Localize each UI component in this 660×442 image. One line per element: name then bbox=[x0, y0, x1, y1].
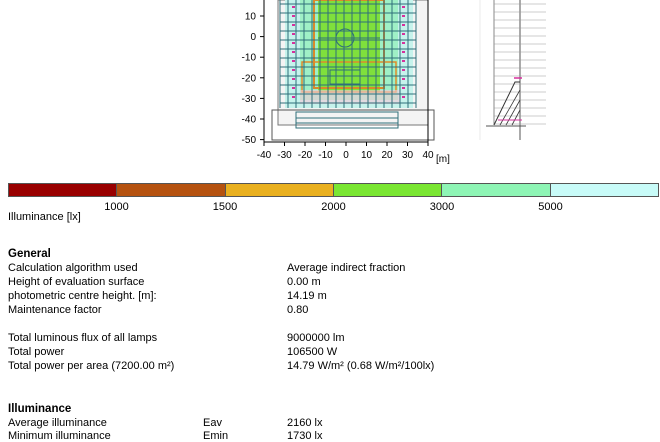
illuminance-label-minimum: Minimum illuminance bbox=[8, 430, 111, 442]
x-tick-label: -20 bbox=[298, 150, 313, 161]
illuminance-symbol-average: Eav bbox=[203, 417, 222, 429]
x-axis-unit: [m] bbox=[436, 154, 450, 165]
side-view-drawing bbox=[479, 0, 546, 140]
legend-tick-label: 1500 bbox=[212, 201, 238, 213]
general-value-flux: 9000000 lm bbox=[287, 332, 345, 344]
legend-color-segment bbox=[550, 184, 658, 196]
x-tick-label: 10 bbox=[361, 150, 373, 161]
x-axis-ticks: -40 -30 -20 -10 0 10 20 30 40 bbox=[257, 142, 434, 161]
general-value-power: 106500 W bbox=[287, 346, 338, 358]
x-tick-label: 20 bbox=[381, 150, 393, 161]
x-tick-label: 30 bbox=[402, 150, 414, 161]
x-tick-label: -30 bbox=[277, 150, 292, 161]
general-value-centre-height: 14.19 m bbox=[287, 290, 327, 302]
general-label-algorithm: Calculation algorithm used bbox=[8, 262, 138, 274]
legend-color-segment bbox=[9, 184, 118, 196]
illuminance-symbol-minimum: Emin bbox=[203, 430, 229, 442]
x-tick-label: -40 bbox=[257, 150, 272, 161]
legend-color-segment bbox=[117, 184, 226, 196]
general-label-height: Height of evaluation surface bbox=[8, 276, 145, 288]
general-label-centre-height: photometric centre height. [m]: bbox=[8, 290, 157, 302]
y-tick-label: -30 bbox=[242, 94, 257, 105]
general-label-flux: Total luminous flux of all lamps bbox=[8, 332, 158, 344]
legend-tick-label: 2000 bbox=[321, 201, 346, 213]
y-tick-label: 0 bbox=[250, 32, 256, 43]
general-value-power-per-area: 14.79 W/m² (0.68 W/m²/100lx) bbox=[287, 360, 435, 372]
illuminance-value-minimum: 1730 lx bbox=[287, 430, 323, 442]
illuminance-legend-bar bbox=[8, 183, 659, 197]
illuminance-plot: 100-10-20-30-40-50 -40 -30 -20 -10 0 10 20 30 40… bbox=[242, 0, 546, 165]
legend-color-segment bbox=[225, 184, 334, 196]
y-tick-label: -50 bbox=[242, 135, 257, 146]
legend-caption: Illuminance [lx] bbox=[8, 211, 81, 223]
legend-color-segment bbox=[442, 184, 551, 196]
y-tick-label: -10 bbox=[242, 53, 257, 64]
x-tick-label: 40 bbox=[422, 150, 434, 161]
y-tick-label: 10 bbox=[245, 12, 257, 23]
general-title: General bbox=[8, 248, 51, 260]
y-tick-label: -20 bbox=[242, 73, 257, 84]
general-label-power: Total power bbox=[8, 346, 65, 358]
general-value-maintenance: 0.80 bbox=[287, 304, 309, 316]
illuminance-value-average: 2160 lx bbox=[287, 417, 323, 429]
illuminance-title: Illuminance bbox=[8, 403, 72, 415]
general-value-height: 0.00 m bbox=[287, 276, 321, 288]
plan-view-drawing bbox=[271, 0, 435, 141]
general-value-algorithm: Average indirect fraction bbox=[287, 262, 406, 274]
general-label-maintenance: Maintenance factor bbox=[8, 304, 102, 316]
y-axis-ticks: 10 0 -10 -20 -30 -40 -50 bbox=[242, 12, 264, 146]
legend-tick-label: 5000 bbox=[538, 201, 563, 213]
y-tick-label: -40 bbox=[242, 115, 257, 126]
x-tick-label: -10 bbox=[318, 150, 333, 161]
general-label-power-per-area: Total power per area (7200.00 m²) bbox=[8, 360, 175, 372]
legend-tick-label: 3000 bbox=[429, 201, 455, 213]
x-tick-label: 0 bbox=[343, 150, 349, 161]
legend-tick-label: 1000 bbox=[104, 201, 129, 213]
illuminance-label-average: Average illuminance bbox=[8, 417, 107, 429]
legend-color-segment bbox=[333, 184, 443, 196]
